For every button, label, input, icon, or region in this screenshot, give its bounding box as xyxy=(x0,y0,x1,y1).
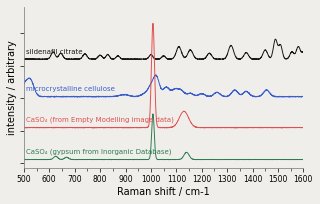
Text: sildenafil citrate: sildenafil citrate xyxy=(27,49,83,55)
Text: CaSO₄ (gypsum from Inorganic Database): CaSO₄ (gypsum from Inorganic Database) xyxy=(27,149,172,155)
X-axis label: Raman shift / cm-1: Raman shift / cm-1 xyxy=(117,187,210,197)
Text: microcrystalline cellulose: microcrystalline cellulose xyxy=(27,86,115,92)
Text: CaSO₄ (from Empty Modelling image data): CaSO₄ (from Empty Modelling image data) xyxy=(27,117,174,123)
Y-axis label: intensity / arbitrary: intensity / arbitrary xyxy=(7,40,17,135)
